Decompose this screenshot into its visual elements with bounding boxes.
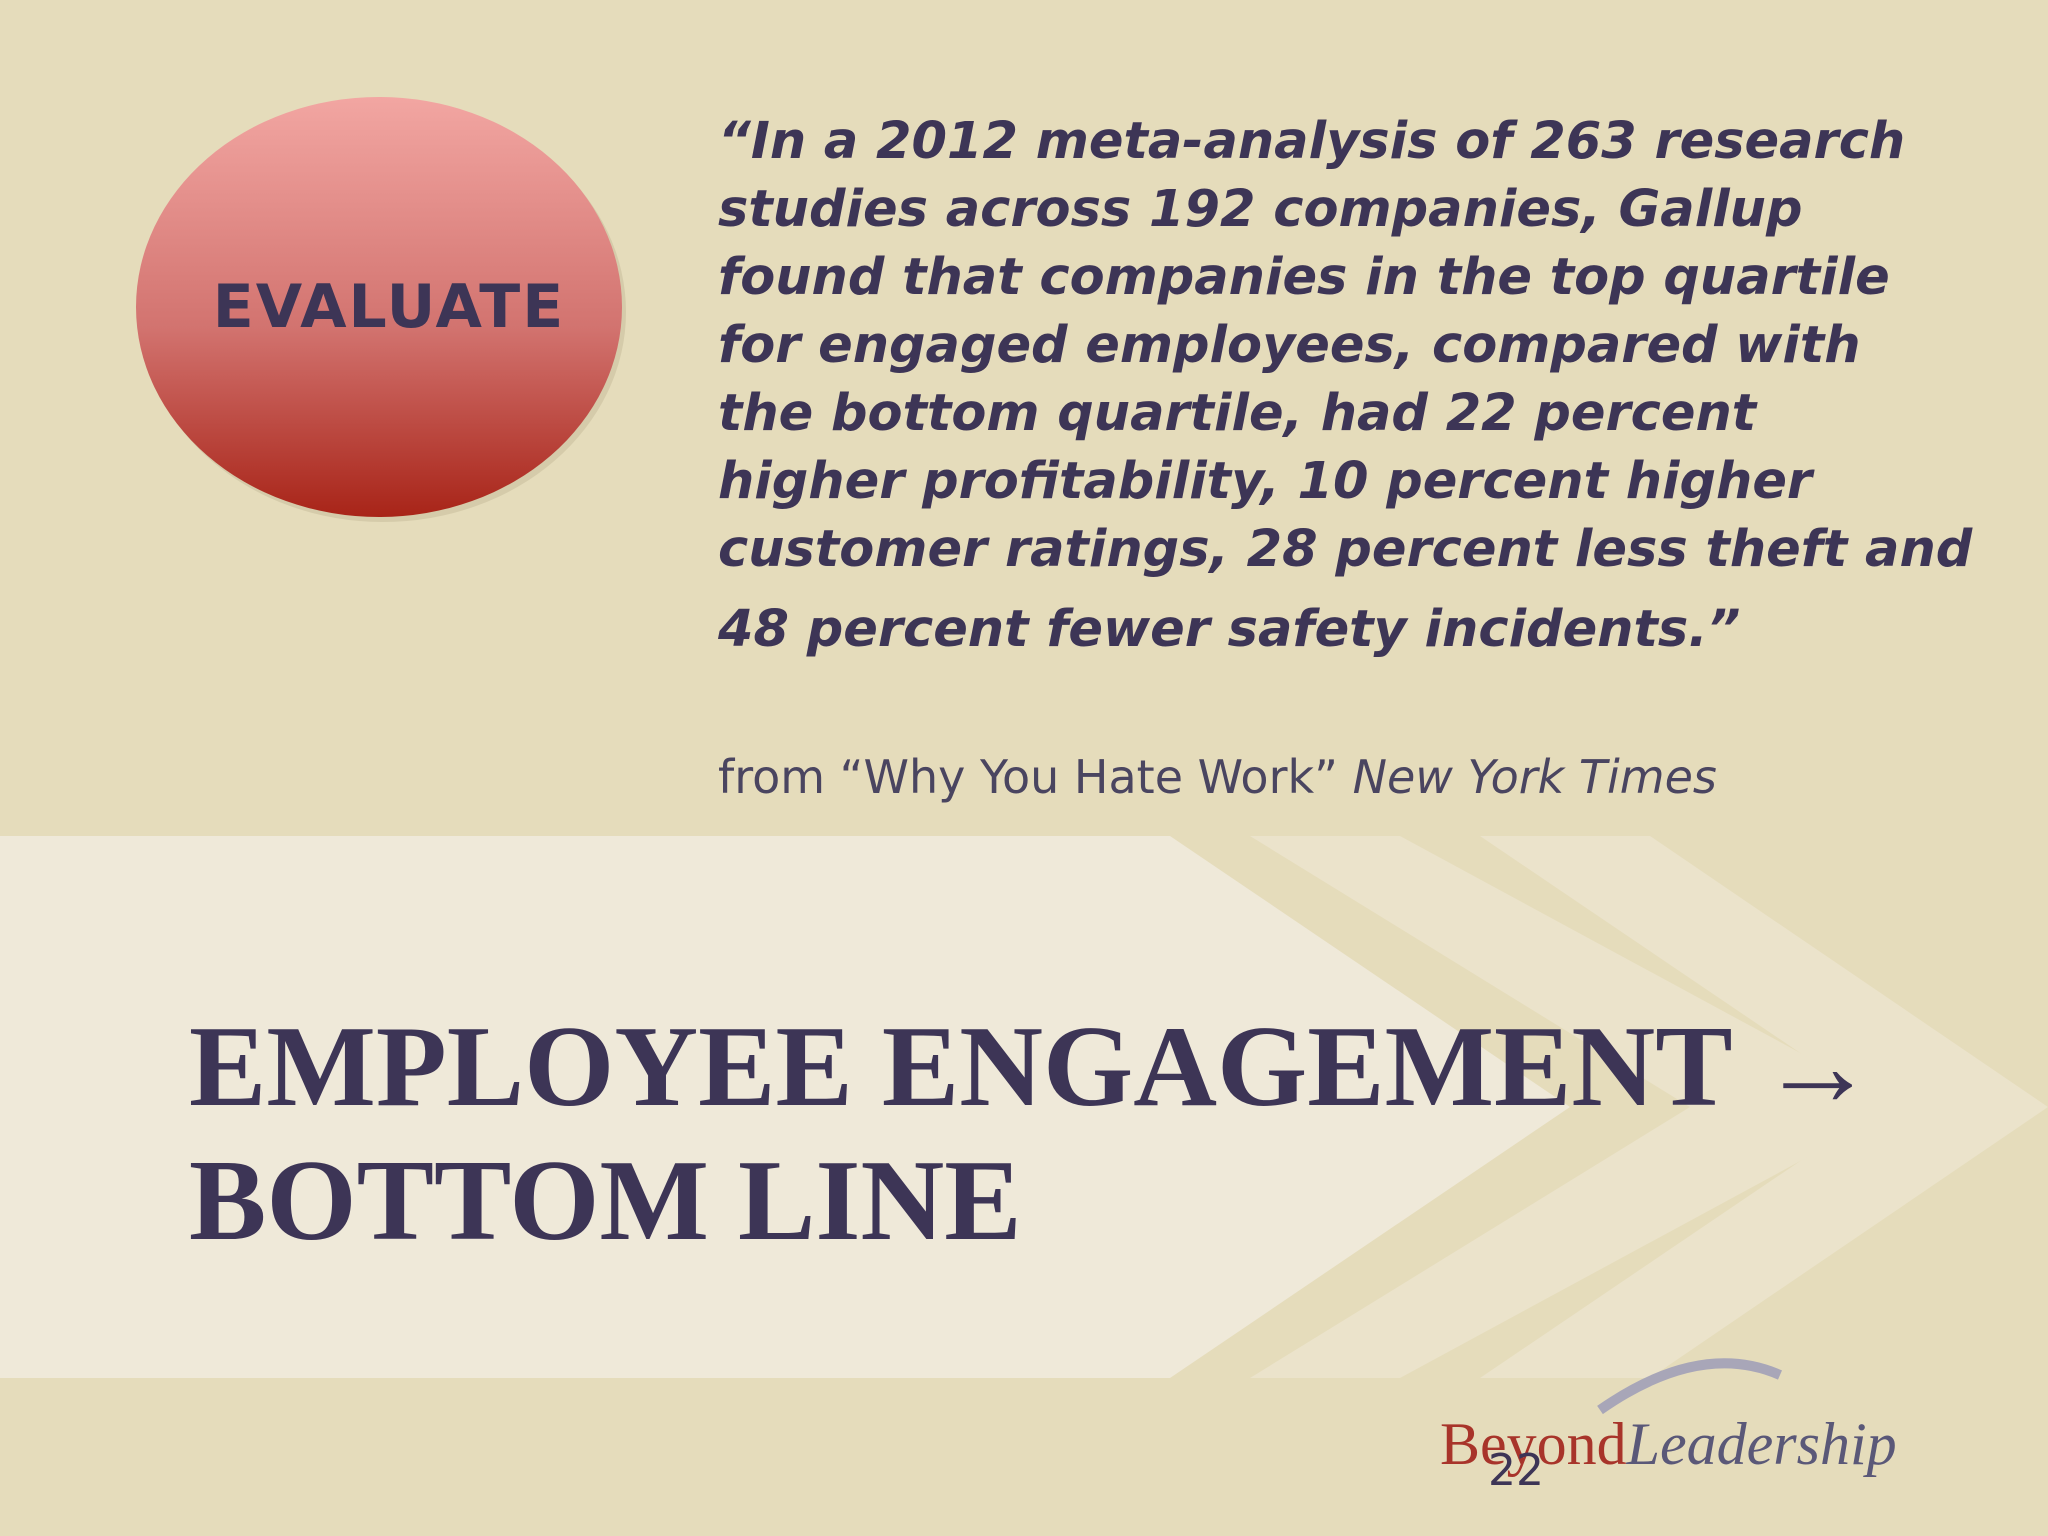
quote-line: “In a 2012 meta-analysis of 263 research (718, 112, 1906, 171)
quote: “In a 2012 meta-analysis of 263 research… (718, 108, 1972, 664)
logo-second: Leadership (1626, 1411, 1897, 1477)
title-line: BOTTOM LINE (189, 1137, 1022, 1265)
quote-line: studies across 192 companies, Gallup (718, 180, 1803, 239)
logo-swoosh (1597, 1358, 1783, 1415)
chevron (1250, 836, 1900, 1378)
title: EMPLOYEE ENGAGEMENT → BOTTOM LINE (189, 1000, 1875, 1268)
quote-line: found that companies in the top quartile (718, 248, 1890, 307)
logo: BeyondLeadership (1440, 1410, 1897, 1479)
quote-line: 48 percent fewer safety incidents.” (718, 600, 1741, 659)
quote-line: customer ratings, 28 percent less theft … (718, 520, 1973, 579)
page-number: 22 (1488, 1445, 1544, 1496)
quote-line: the bottom quartile, had 22 percent (718, 384, 1757, 443)
badge-label: EVALUATE (212, 272, 566, 342)
chevron (1480, 836, 2048, 1378)
source: from “Why You Hate Work” New York Times (718, 750, 1717, 804)
badge-circle (136, 97, 622, 517)
band (0, 836, 1570, 1378)
quote-line: for engaged employees, compared with (718, 316, 1861, 375)
logo-first: Beyond (1440, 1411, 1627, 1477)
quote-line: higher profitability, 10 percent higher (718, 452, 1813, 511)
title-line: EMPLOYEE ENGAGEMENT → (189, 1003, 1876, 1131)
source-prefix: from “Why You Hate Work” (718, 750, 1338, 804)
source-publication: New York Times (1352, 750, 1717, 804)
